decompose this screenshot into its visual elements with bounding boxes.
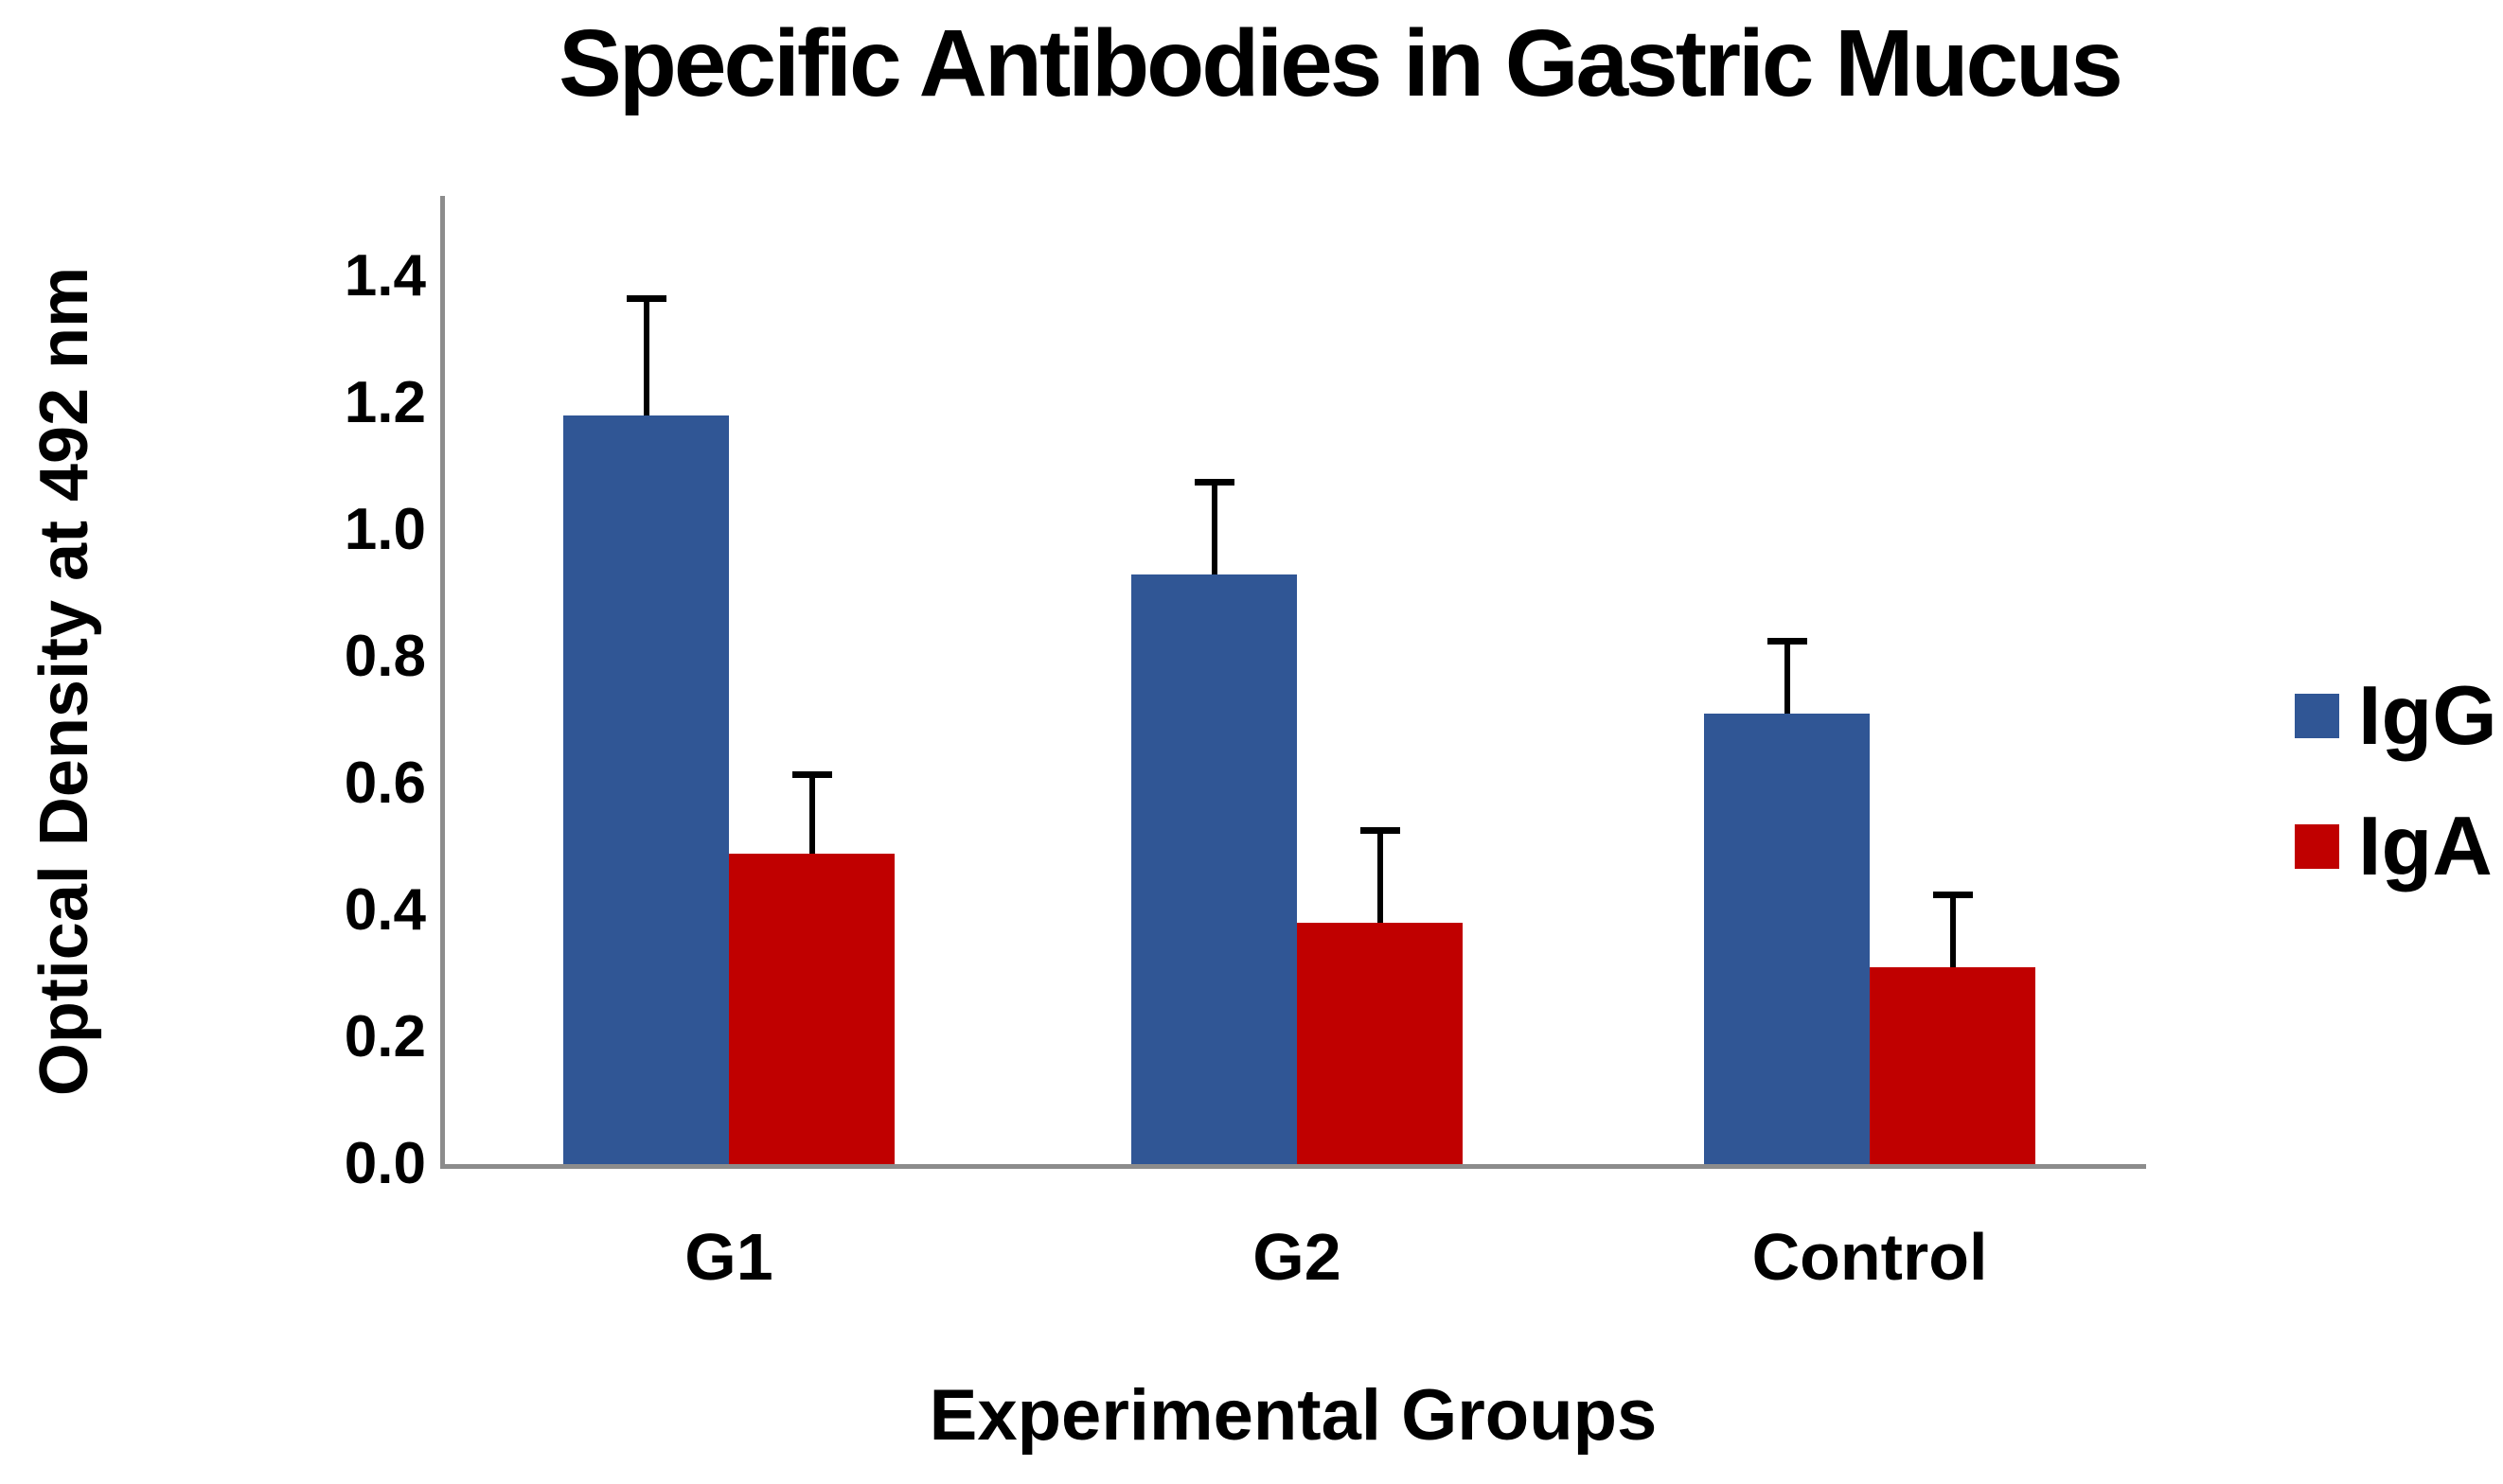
error-bar-igg-g2	[1211, 479, 1217, 574]
bar-iga-control	[1870, 892, 2035, 1164]
error-bar-igg-control	[1784, 638, 1790, 714]
bar-igg-control	[1704, 638, 1870, 1164]
x-axis-line	[440, 1164, 2146, 1169]
legend-swatch-iga	[2295, 823, 2339, 869]
legend: IgG IgA	[2295, 674, 2497, 935]
y-tick-label: 0.8	[344, 624, 426, 689]
error-bar-iga-g2	[1376, 827, 1383, 923]
error-bar-igg-g1	[643, 295, 649, 415]
legend-item-igg: IgG	[2295, 674, 2497, 757]
y-tick-label: 0.4	[344, 877, 426, 943]
x-axis-title: Experimental Groups	[929, 1375, 1658, 1456]
y-tick-label: 0.0	[344, 1131, 426, 1196]
error-bar-iga-control	[1949, 892, 1956, 967]
y-tick-label: 1.0	[344, 497, 426, 562]
y-axis-title: Optical Density at 492 nm	[27, 266, 102, 1097]
legend-swatch-igg	[2295, 693, 2339, 738]
bar-igg-g2	[1131, 479, 1297, 1164]
x-category-label-control: Control	[1751, 1220, 1988, 1294]
error-bar-iga-g1	[808, 771, 815, 854]
y-axis-line	[440, 196, 445, 1169]
y-tick-label: 1.4	[344, 243, 426, 309]
y-tick-label: 0.6	[344, 751, 426, 816]
chart-title: Specific Antibodies in Gastric Mucus	[559, 10, 2123, 116]
x-category-label-g1: G1	[684, 1220, 773, 1294]
legend-label-iga: IgA	[2358, 799, 2493, 892]
legend-item-iga: IgA	[2295, 804, 2497, 888]
bar-iga-g2	[1297, 827, 1463, 1164]
bar-iga-g1	[729, 771, 895, 1164]
bar-igg-g1	[563, 295, 729, 1164]
x-category-label-g2: G2	[1252, 1220, 1341, 1294]
y-tick-label: 0.2	[344, 1004, 426, 1069]
y-tick-label: 1.2	[344, 370, 426, 435]
legend-label-igg: IgG	[2358, 668, 2497, 762]
